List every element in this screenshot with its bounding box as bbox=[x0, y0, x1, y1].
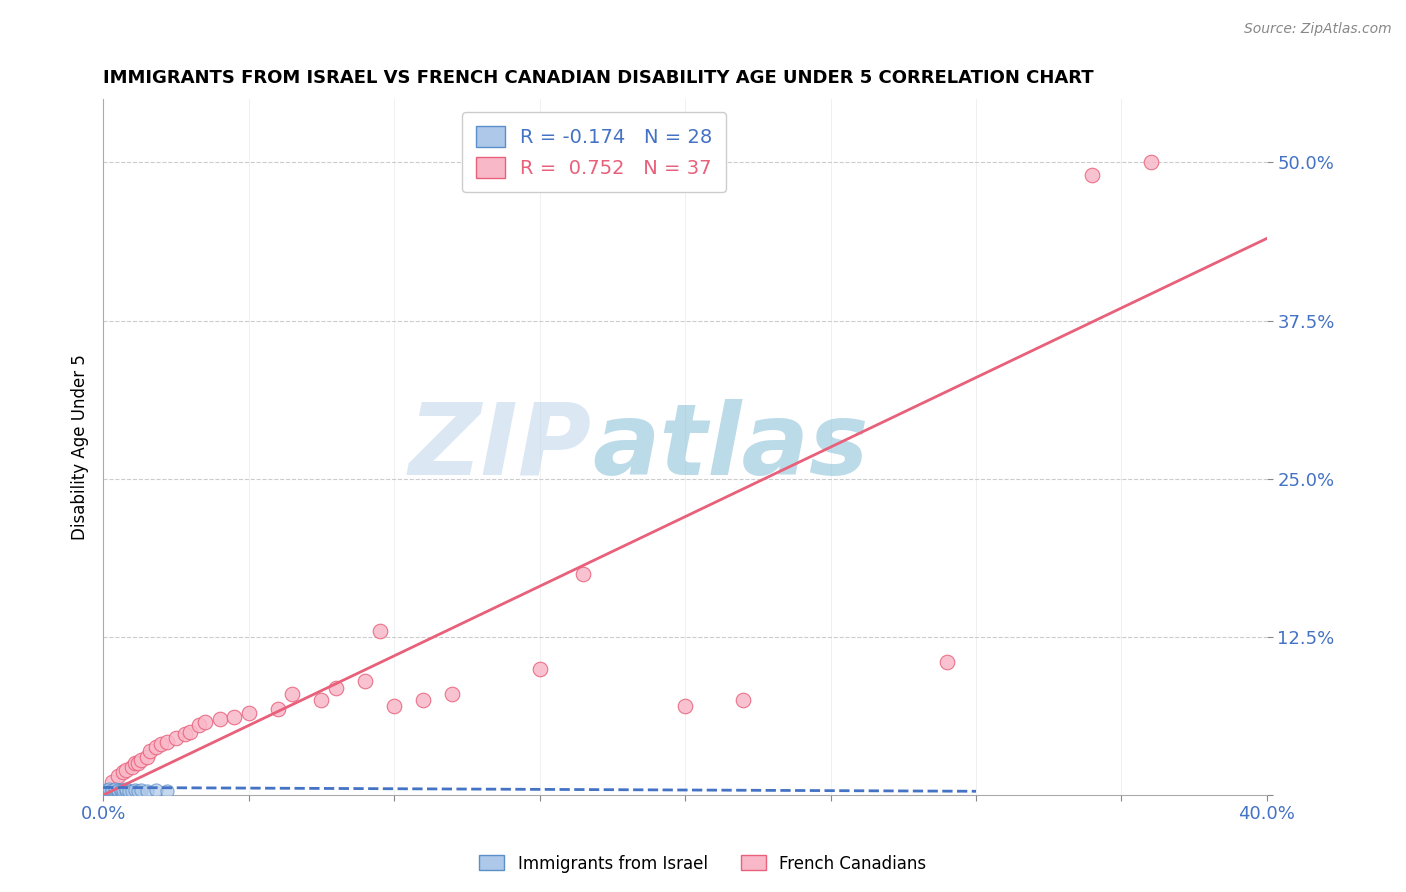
Point bbox=[150, 738, 173, 752]
Point bbox=[97, 784, 120, 798]
Point bbox=[145, 783, 167, 797]
Point bbox=[208, 712, 231, 726]
Point bbox=[135, 750, 157, 764]
Point bbox=[382, 699, 405, 714]
Point bbox=[673, 699, 696, 714]
Point bbox=[935, 655, 957, 669]
Point bbox=[101, 784, 124, 798]
Point bbox=[188, 718, 211, 732]
Point bbox=[129, 783, 152, 797]
Point bbox=[110, 783, 132, 797]
Text: Source: ZipAtlas.com: Source: ZipAtlas.com bbox=[1244, 22, 1392, 37]
Point bbox=[104, 785, 127, 799]
Point bbox=[368, 624, 391, 638]
Point bbox=[156, 735, 179, 749]
Point bbox=[1081, 168, 1104, 182]
Point bbox=[124, 756, 146, 771]
Point bbox=[97, 781, 120, 796]
Y-axis label: Disability Age Under 5: Disability Age Under 5 bbox=[72, 354, 89, 540]
Point bbox=[222, 709, 245, 723]
Point bbox=[173, 727, 195, 741]
Point bbox=[97, 787, 120, 801]
Point bbox=[101, 785, 124, 799]
Point bbox=[115, 763, 138, 777]
Point bbox=[121, 784, 143, 798]
Point bbox=[124, 783, 146, 797]
Point bbox=[281, 687, 304, 701]
Point bbox=[412, 693, 434, 707]
Point bbox=[733, 693, 755, 707]
Point bbox=[104, 784, 127, 798]
Point bbox=[194, 714, 217, 729]
Point bbox=[238, 706, 260, 720]
Text: IMMIGRANTS FROM ISRAEL VS FRENCH CANADIAN DISABILITY AGE UNDER 5 CORRELATION CHA: IMMIGRANTS FROM ISRAEL VS FRENCH CANADIA… bbox=[103, 69, 1094, 87]
Point bbox=[107, 783, 129, 797]
Text: ZIP: ZIP bbox=[409, 399, 592, 496]
Point bbox=[165, 731, 187, 745]
Point bbox=[112, 765, 135, 780]
Point bbox=[94, 783, 117, 797]
Point bbox=[1139, 155, 1161, 169]
Point bbox=[101, 783, 124, 797]
Point bbox=[127, 784, 149, 798]
Point bbox=[112, 783, 135, 797]
Point bbox=[112, 785, 135, 799]
Point bbox=[145, 739, 167, 754]
Text: atlas: atlas bbox=[592, 399, 869, 496]
Point bbox=[135, 784, 157, 798]
Point bbox=[107, 785, 129, 799]
Point bbox=[179, 724, 201, 739]
Point bbox=[129, 753, 152, 767]
Point bbox=[267, 702, 290, 716]
Point bbox=[572, 566, 595, 581]
Point bbox=[118, 784, 141, 798]
Point bbox=[115, 784, 138, 798]
Point bbox=[127, 756, 149, 771]
Point bbox=[311, 693, 333, 707]
Point bbox=[138, 744, 160, 758]
Point bbox=[156, 784, 179, 798]
Point bbox=[104, 781, 127, 796]
Point bbox=[354, 674, 377, 689]
Point bbox=[101, 775, 124, 789]
Point bbox=[94, 785, 117, 799]
Point bbox=[529, 661, 551, 675]
Point bbox=[107, 784, 129, 798]
Point bbox=[325, 681, 347, 695]
Legend: Immigrants from Israel, French Canadians: Immigrants from Israel, French Canadians bbox=[472, 848, 934, 880]
Point bbox=[121, 760, 143, 774]
Point bbox=[441, 687, 464, 701]
Point bbox=[107, 769, 129, 783]
Point bbox=[110, 784, 132, 798]
Legend: R = -0.174   N = 28, R =  0.752   N = 37: R = -0.174 N = 28, R = 0.752 N = 37 bbox=[463, 112, 725, 192]
Point bbox=[115, 781, 138, 796]
